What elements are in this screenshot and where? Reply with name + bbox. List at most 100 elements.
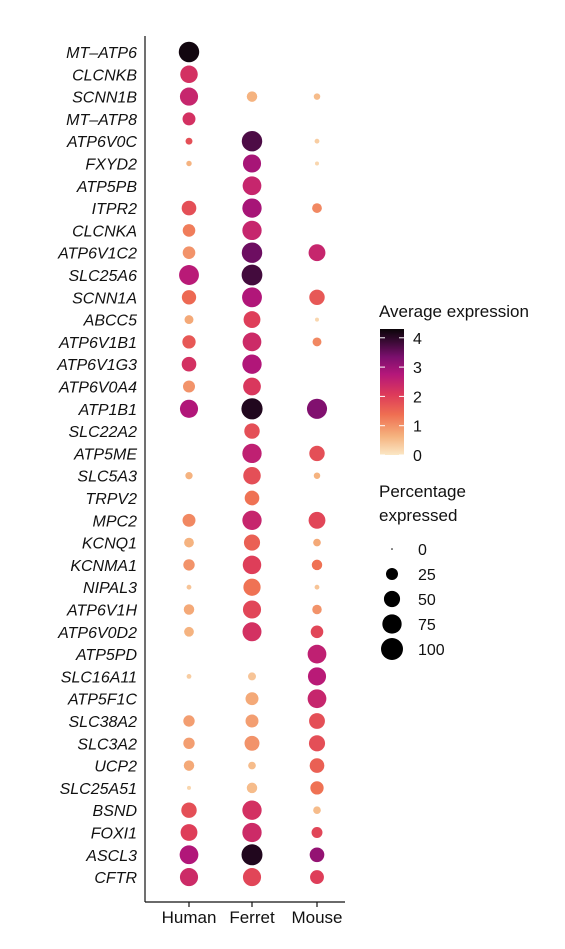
expression-dot bbox=[242, 868, 262, 887]
expression-dot bbox=[244, 490, 260, 506]
gene-label: ATP6V1C2 bbox=[57, 246, 137, 263]
expression-dot bbox=[314, 584, 320, 590]
gene-label: ATP1B1 bbox=[78, 402, 137, 419]
gene-label: UCP2 bbox=[94, 759, 137, 776]
expression-dot bbox=[182, 224, 196, 237]
color-legend-tick-label: 3 bbox=[413, 360, 422, 377]
gene-label: SLC22A2 bbox=[69, 424, 138, 441]
expression-dot bbox=[187, 785, 191, 790]
x-ticks: Human Ferret Mouse bbox=[162, 902, 343, 927]
expression-dot bbox=[182, 513, 196, 527]
expression-dot bbox=[242, 154, 262, 173]
expression-dot bbox=[184, 537, 194, 548]
color-legend-tick-label: 4 bbox=[413, 331, 422, 348]
gene-label: SLC25A6 bbox=[69, 268, 138, 285]
expression-dot bbox=[312, 604, 322, 615]
expression-dot bbox=[179, 845, 199, 865]
expression-dot bbox=[313, 538, 321, 547]
expression-dot bbox=[183, 760, 195, 771]
expression-dot bbox=[308, 244, 326, 262]
gene-label: ATP6V0A4 bbox=[58, 380, 137, 397]
size-legend: Percentage expressed 0 25 50 75 100 bbox=[379, 482, 466, 660]
expression-dot bbox=[248, 761, 256, 770]
expression-dot bbox=[183, 737, 195, 749]
gene-label: SCNN1A bbox=[72, 290, 137, 307]
expression-dot bbox=[182, 246, 196, 259]
size-legend-dot bbox=[382, 614, 402, 634]
size-legend-dot bbox=[381, 638, 403, 660]
expression-dot bbox=[186, 584, 192, 590]
expression-dot bbox=[180, 824, 198, 841]
size-legend-dot bbox=[383, 590, 401, 608]
expression-dot bbox=[309, 758, 325, 773]
expression-dot bbox=[312, 203, 322, 213]
expression-dot bbox=[184, 315, 194, 325]
gene-label: ASCL3 bbox=[85, 848, 137, 865]
color-legend-title: Average expression bbox=[379, 302, 529, 321]
size-legend-label: 75 bbox=[418, 617, 436, 634]
expression-dot bbox=[183, 715, 195, 727]
gene-label: KCNMA1 bbox=[70, 558, 137, 575]
expression-dot bbox=[248, 672, 256, 681]
gene-labels: MT–ATP6 CLCNKB SCNN1B MT–ATP8 ATP6V0C FXYD2 AT… bbox=[56, 45, 137, 887]
gene-label: SLC5A3 bbox=[77, 469, 137, 486]
expression-dot bbox=[242, 822, 262, 843]
expression-dot bbox=[242, 555, 262, 575]
expression-dot bbox=[179, 399, 199, 418]
gene-label: CLCNKA bbox=[72, 223, 137, 240]
expression-dot bbox=[245, 714, 259, 728]
expression-dot bbox=[241, 242, 263, 263]
expression-dot bbox=[242, 510, 262, 530]
plot-area: MT–ATP6 CLCNKB SCNN1B MT–ATP8 ATP6V0C FXYD2 AT… bbox=[56, 36, 345, 927]
expression-dot bbox=[185, 137, 193, 145]
expression-dot bbox=[242, 354, 262, 374]
size-legend-dot bbox=[391, 548, 393, 550]
expression-dot bbox=[244, 735, 260, 751]
expression-dot bbox=[311, 559, 323, 571]
gene-label: ATP5ME bbox=[73, 446, 137, 463]
gene-label: MPC2 bbox=[93, 513, 138, 530]
expression-dot bbox=[242, 176, 262, 196]
expression-dot bbox=[306, 398, 328, 419]
expression-dot bbox=[242, 220, 262, 241]
gene-label: CLCNKB bbox=[72, 67, 137, 84]
expression-dot bbox=[179, 87, 199, 106]
expression-dot bbox=[181, 200, 197, 216]
expression-dot bbox=[181, 290, 197, 305]
expression-dot bbox=[242, 287, 262, 308]
expression-dot bbox=[185, 472, 193, 480]
gene-label: SCNN1B bbox=[72, 90, 137, 107]
expression-dot bbox=[242, 600, 262, 619]
expression-dot bbox=[242, 800, 262, 820]
expression-dot bbox=[242, 443, 262, 464]
expression-dot bbox=[242, 622, 262, 642]
gene-label: ATP6V0C bbox=[66, 134, 137, 151]
expression-dot bbox=[241, 264, 263, 286]
size-legend-label: 25 bbox=[418, 567, 436, 584]
gene-label: KCNQ1 bbox=[82, 536, 137, 553]
color-legend-tick-label: 1 bbox=[413, 419, 422, 436]
expression-dot bbox=[241, 844, 263, 866]
expression-dot bbox=[311, 827, 323, 838]
gene-label: ABCC5 bbox=[83, 313, 137, 330]
expression-dot bbox=[314, 138, 320, 144]
expression-dot bbox=[181, 356, 197, 372]
x-tick-label: Mouse bbox=[291, 908, 342, 927]
size-legend-label: 0 bbox=[418, 542, 427, 559]
expression-dot bbox=[178, 41, 200, 63]
expression-dot bbox=[242, 198, 262, 218]
expression-dot bbox=[241, 130, 263, 152]
gene-label: NIPAL3 bbox=[83, 580, 137, 597]
gene-label: ATP5PD bbox=[75, 647, 138, 664]
expression-dot bbox=[180, 65, 198, 84]
gene-label: ATP6V0D2 bbox=[57, 625, 137, 642]
expression-dot bbox=[181, 802, 197, 818]
expression-dot bbox=[307, 644, 327, 664]
size-legend-title-line1: Percentage bbox=[379, 482, 466, 501]
x-tick-label: Human bbox=[162, 908, 217, 927]
expression-dot bbox=[243, 377, 261, 396]
expression-dot bbox=[307, 667, 327, 686]
gene-label: SLC16A11 bbox=[61, 669, 137, 686]
gene-label: ITPR2 bbox=[92, 201, 137, 218]
gene-label: MT–ATP6 bbox=[66, 45, 137, 62]
